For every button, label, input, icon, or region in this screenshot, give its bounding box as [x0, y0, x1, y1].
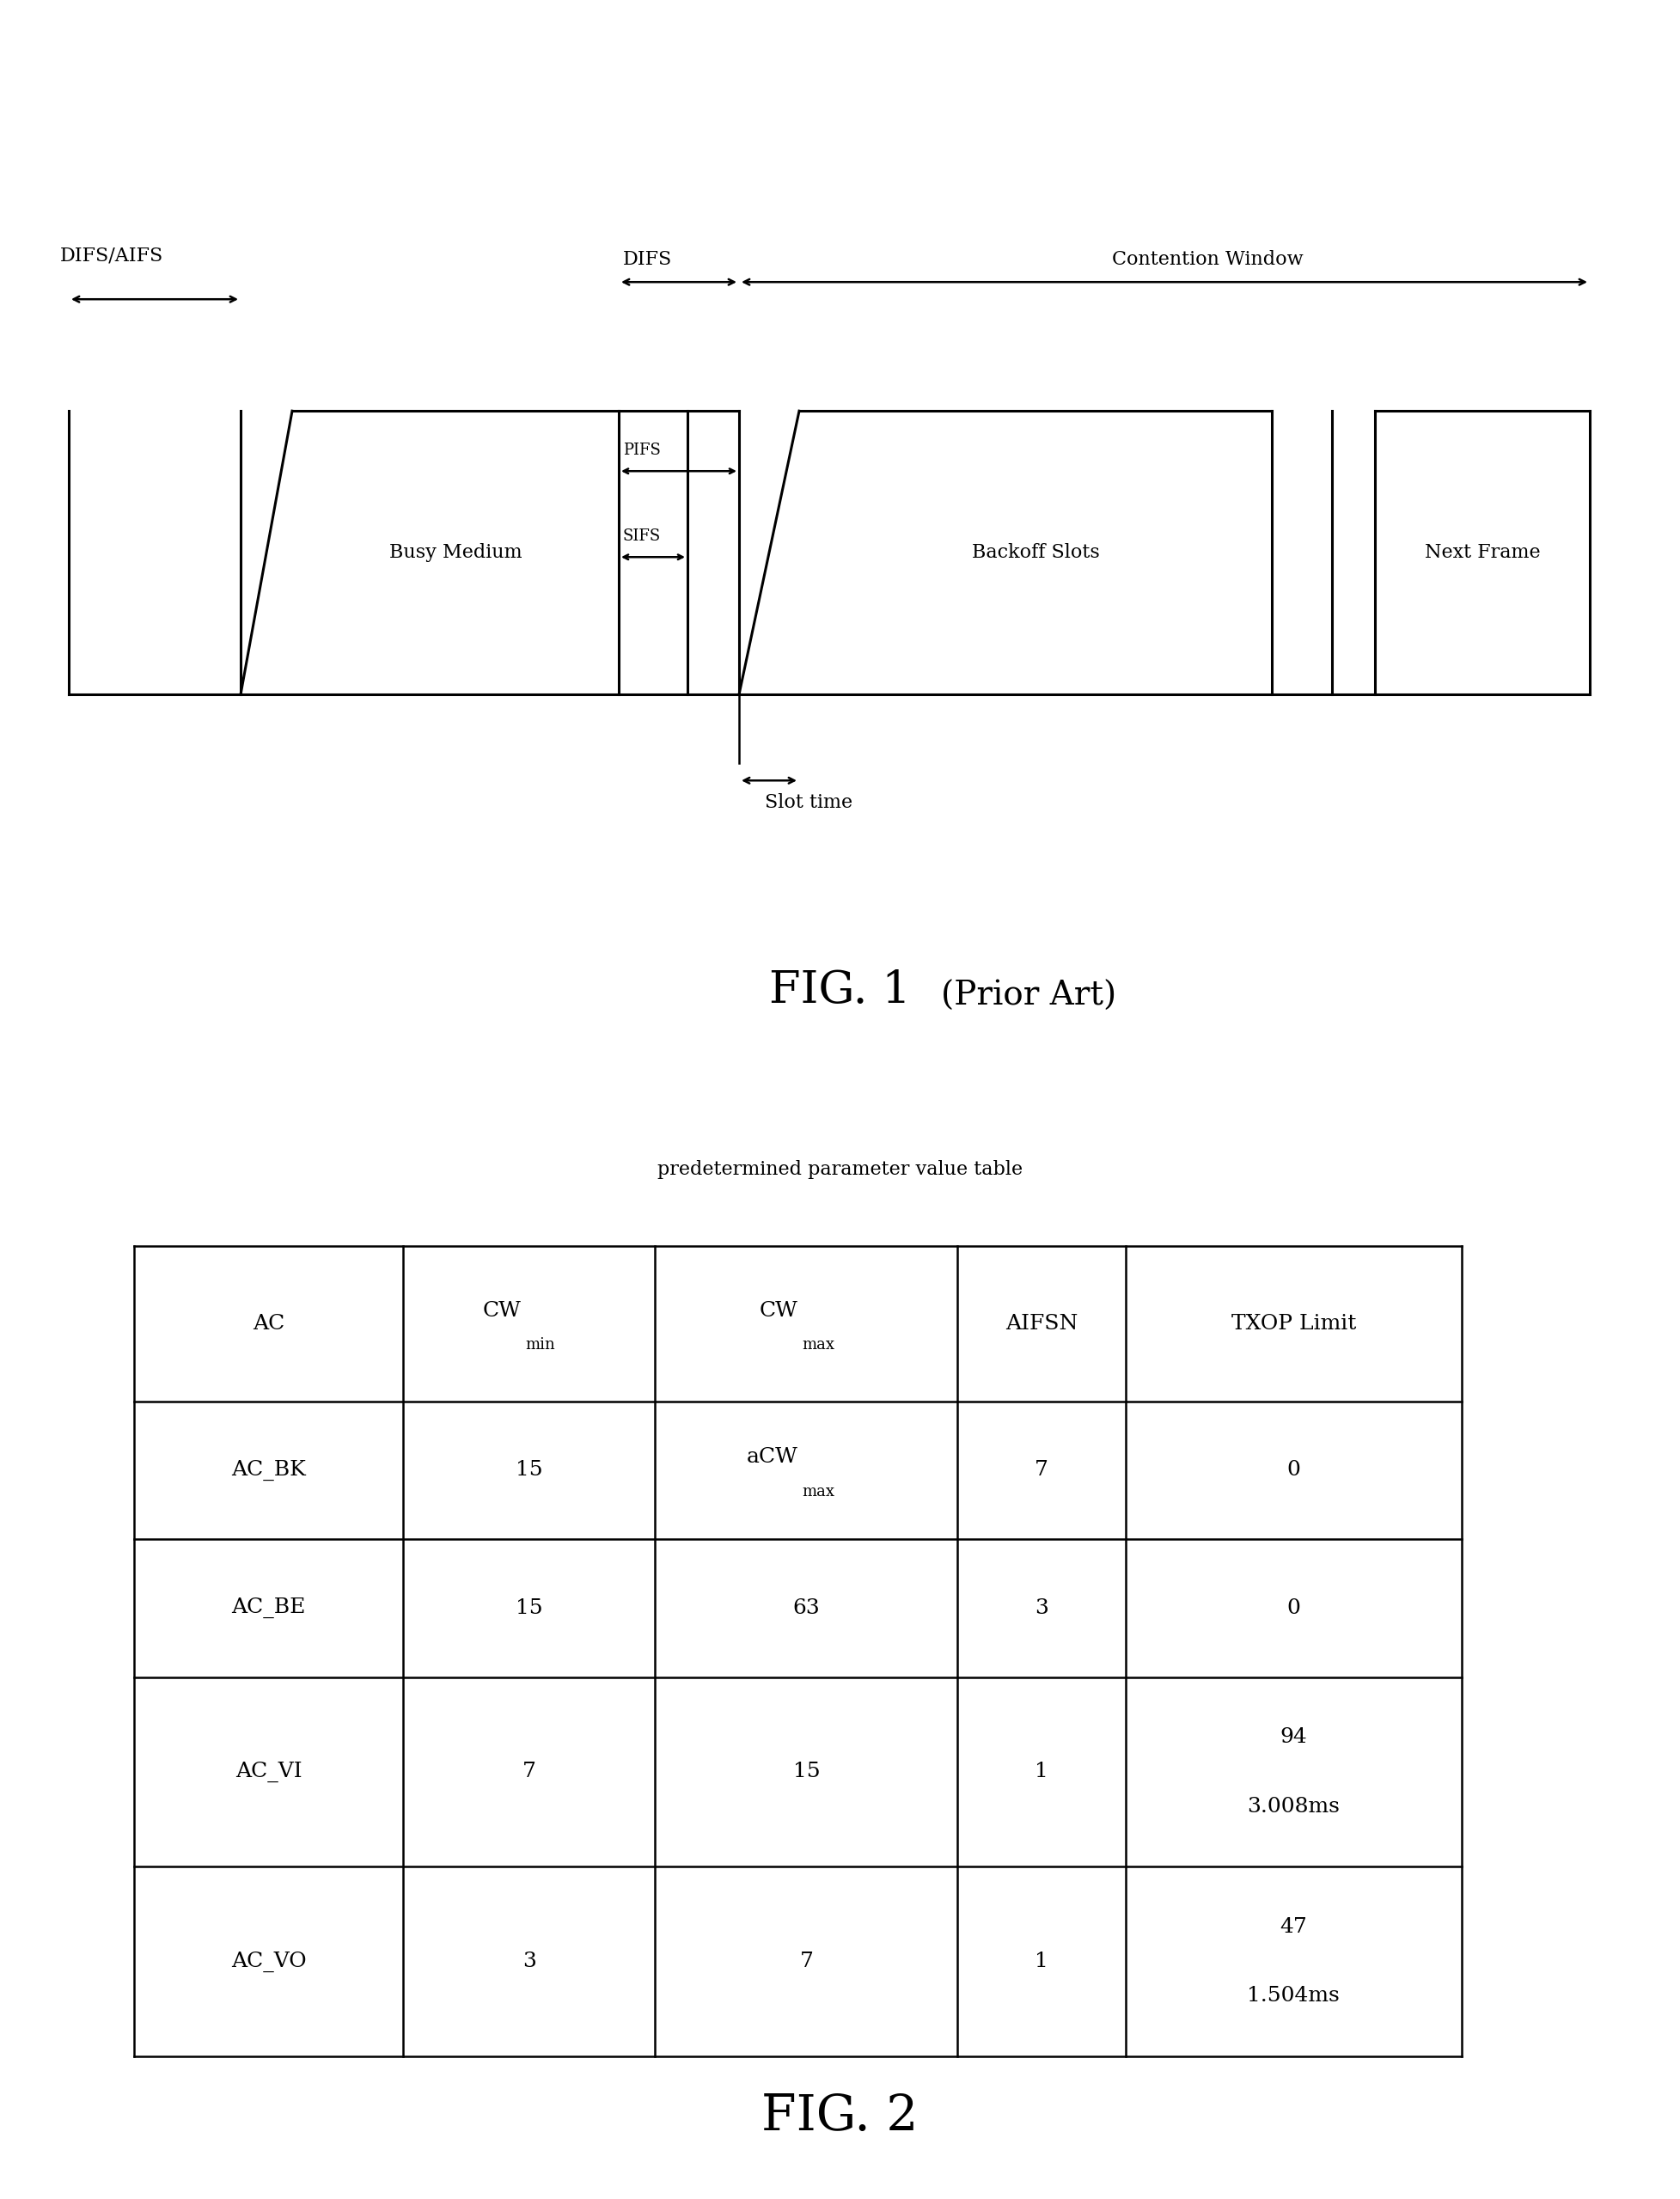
Text: 15: 15: [516, 1599, 543, 1618]
Text: Next Frame: Next Frame: [1425, 543, 1541, 563]
Text: AC: AC: [252, 1313, 286, 1333]
Text: Contention Window: Contention Window: [1112, 251, 1304, 268]
Text: Slot time: Slot time: [764, 794, 852, 811]
Text: Backoff Slots: Backoff Slots: [971, 543, 1099, 563]
Text: 1: 1: [1035, 1953, 1048, 1970]
Text: 15: 15: [516, 1460, 543, 1480]
Text: 7: 7: [1035, 1460, 1048, 1480]
Text: 1: 1: [1035, 1761, 1048, 1781]
Text: 3: 3: [522, 1953, 536, 1970]
Text: 7: 7: [800, 1953, 813, 1970]
Text: TXOP Limit: TXOP Limit: [1231, 1313, 1356, 1333]
Text: 63: 63: [793, 1599, 820, 1618]
Text: max: max: [801, 1337, 835, 1352]
Text: AC_VO: AC_VO: [232, 1951, 306, 1973]
Text: PIFS: PIFS: [623, 442, 660, 457]
Text: FIG. 2: FIG. 2: [761, 2093, 919, 2142]
Text: 7: 7: [522, 1761, 536, 1781]
Text: (Prior Art): (Prior Art): [941, 981, 1117, 1012]
Text: 15: 15: [793, 1761, 820, 1781]
Text: CW: CW: [759, 1302, 798, 1322]
Text: min: min: [524, 1337, 554, 1352]
Text: 3.008ms: 3.008ms: [1247, 1797, 1341, 1816]
Text: AIFSN: AIFSN: [1005, 1313, 1079, 1333]
Text: DIFS: DIFS: [623, 251, 672, 268]
Text: FIG. 1: FIG. 1: [769, 970, 911, 1012]
Text: 0: 0: [1287, 1460, 1300, 1480]
Text: AC_VI: AC_VI: [235, 1761, 302, 1781]
Text: DIFS/AIFS: DIFS/AIFS: [60, 246, 163, 264]
Text: predetermined parameter value table: predetermined parameter value table: [657, 1159, 1023, 1179]
Text: SIFS: SIFS: [623, 528, 660, 543]
Text: 1.504ms: 1.504ms: [1247, 1986, 1341, 2005]
Text: Busy Medium: Busy Medium: [390, 543, 522, 563]
Text: AC_BE: AC_BE: [232, 1599, 306, 1618]
Text: 3: 3: [1035, 1599, 1048, 1618]
Text: aCW: aCW: [746, 1447, 798, 1467]
Text: AC_BK: AC_BK: [232, 1460, 306, 1480]
Text: 47: 47: [1280, 1918, 1307, 1937]
Text: CW: CW: [482, 1302, 521, 1322]
Text: 94: 94: [1280, 1728, 1307, 1748]
Text: 0: 0: [1287, 1599, 1300, 1618]
Text: max: max: [801, 1484, 835, 1500]
